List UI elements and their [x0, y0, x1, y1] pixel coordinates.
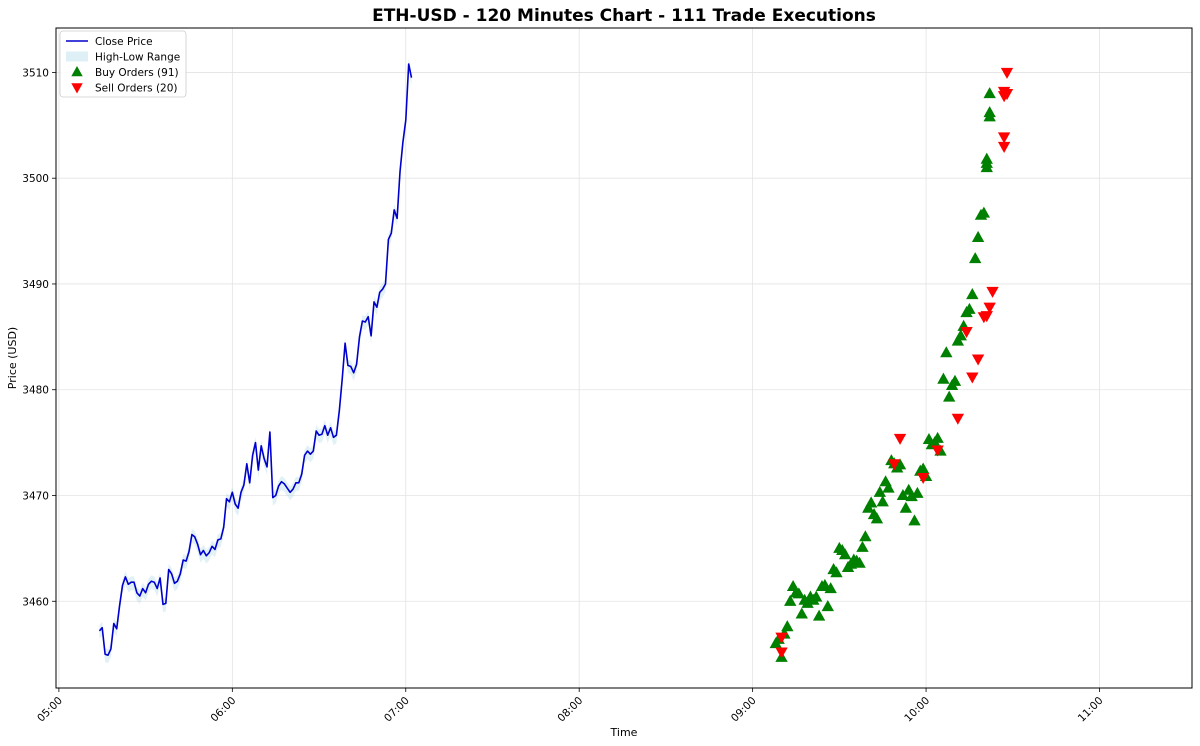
buy-order-marker — [801, 596, 814, 608]
x-axis-label: Time — [610, 726, 638, 739]
x-tick-label: 11:00 — [1076, 695, 1106, 725]
legend: Close Price High-Low Range Buy Orders (91)… — [59, 30, 187, 98]
buy-order-marker — [931, 431, 944, 443]
legend-box — [59, 30, 187, 98]
buy-order-marker — [905, 490, 918, 502]
legend-label: Sell Orders (20) — [95, 83, 178, 95]
sell-order-marker — [983, 302, 996, 314]
sell-order-marker — [980, 311, 993, 323]
buy-order-marker — [948, 374, 962, 386]
buy-order-marker — [954, 329, 967, 341]
sell-order-marker — [775, 632, 788, 644]
buy-order-marker — [856, 540, 869, 552]
legend-item-close: Close Price — [66, 36, 153, 48]
sell-order-marker — [997, 132, 1011, 144]
grid — [56, 28, 1192, 688]
buy-order-marker — [966, 288, 979, 300]
order-marker-layer — [769, 67, 1014, 662]
close-price-layer — [98, 63, 413, 656]
legend-marker-swatch — [71, 66, 83, 77]
y-tick-label: 3500 — [22, 173, 49, 185]
buy-order-marker — [821, 600, 834, 612]
buy-order-marker — [838, 548, 852, 560]
buy-order-marker — [882, 481, 895, 493]
buy-order-marker — [893, 458, 907, 470]
buy-order-marker — [983, 106, 996, 118]
buy-order-marker — [784, 594, 797, 606]
chart-title: ETH-USD - 120 Minutes Chart - 111 Trade … — [372, 6, 876, 26]
buy-order-marker — [859, 530, 872, 542]
sell-order-marker — [1000, 67, 1014, 79]
buy-order-marker — [864, 496, 878, 508]
buy-order-marker — [812, 609, 826, 621]
y-tick-label: 3510 — [22, 67, 49, 79]
buy-order-marker — [971, 230, 985, 242]
y-tick-label: 3480 — [22, 385, 49, 397]
x-axis-ticks: 05:00 06:00 07:00 08:00 09:00 10:00 11:00 — [35, 688, 1106, 725]
legend-label: Buy Orders (91) — [95, 67, 179, 79]
sell-order-marker — [931, 445, 944, 457]
y-axis-label: Price (USD) — [6, 327, 19, 389]
buy-order-marker — [911, 486, 924, 498]
x-tick-label: 09:00 — [729, 695, 759, 725]
high-low-band-layer — [99, 58, 412, 664]
legend-item-sell: Sell Orders (20) — [71, 83, 178, 95]
buy-order-marker — [824, 582, 837, 594]
buy-order-marker — [830, 566, 843, 578]
buy-order-marker — [937, 372, 950, 384]
buy-order-marker — [943, 390, 956, 402]
legend-band-swatch — [66, 51, 88, 62]
x-tick-label: 10:00 — [902, 695, 932, 725]
y-axis-ticks: 3460 3470 3480 3490 3500 3510 — [22, 67, 56, 608]
buy-order-marker — [969, 252, 982, 264]
close-price-line — [98, 63, 413, 656]
buy-order-marker — [870, 512, 884, 524]
y-tick-label: 3470 — [22, 491, 49, 503]
buy-order-marker — [876, 495, 889, 507]
buy-order-marker — [873, 485, 886, 497]
sell-order-marker — [966, 372, 979, 384]
legend-item-range: High-Low Range — [66, 51, 180, 64]
buy-order-marker — [977, 206, 991, 218]
high-low-band — [99, 58, 412, 664]
sell-order-marker — [888, 459, 901, 471]
sell-order-marker — [917, 472, 930, 485]
buy-order-marker — [963, 302, 976, 314]
legend-marker-swatch — [71, 83, 83, 94]
buy-order-marker — [810, 590, 823, 602]
x-tick-label: 07:00 — [382, 695, 412, 725]
legend-label: Close Price — [95, 36, 153, 48]
y-tick-label: 3460 — [22, 596, 49, 608]
legend-item-buy: Buy Orders (91) — [71, 66, 179, 79]
sell-order-marker — [960, 327, 973, 339]
sell-order-marker — [971, 354, 985, 366]
buy-order-marker — [792, 587, 806, 599]
y-tick-label: 3490 — [22, 279, 49, 291]
buy-order-marker — [853, 556, 866, 568]
buy-order-marker — [908, 514, 921, 526]
x-tick-label: 08:00 — [555, 695, 585, 725]
plot-frame — [55, 27, 1193, 689]
legend-label: High-Low Range — [95, 52, 180, 64]
buy-order-marker — [983, 87, 996, 99]
sell-order-marker — [997, 141, 1011, 153]
sell-order-marker — [1000, 89, 1014, 101]
sell-order-marker — [893, 433, 907, 445]
x-tick-label: 06:00 — [209, 695, 239, 725]
buy-order-marker — [980, 152, 993, 164]
buy-order-marker — [795, 607, 808, 619]
buy-order-marker — [899, 501, 913, 513]
buy-order-marker — [781, 620, 794, 632]
buy-order-marker — [940, 346, 953, 358]
sell-order-marker — [775, 647, 788, 659]
x-tick-label: 05:00 — [35, 695, 65, 725]
sell-order-marker — [951, 413, 965, 425]
sell-order-marker — [986, 286, 999, 298]
